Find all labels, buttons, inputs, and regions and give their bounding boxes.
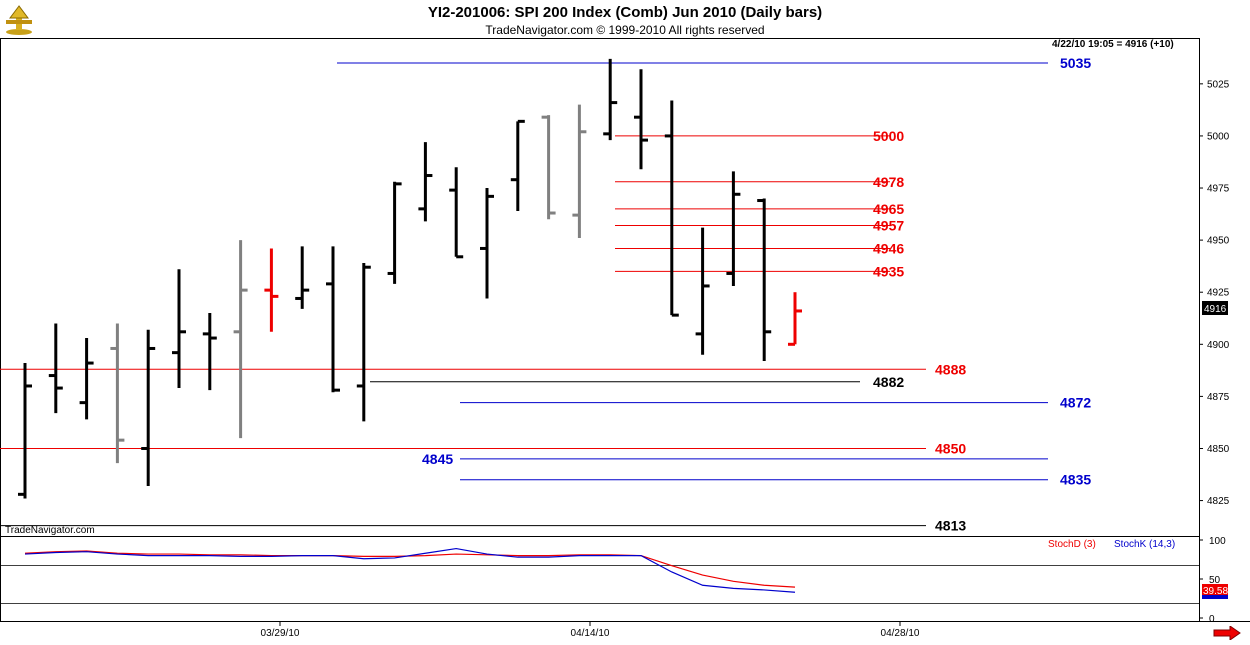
stoch-axis: 100 50 0 bbox=[1199, 536, 1226, 625]
stochd-legend: StochD (3) bbox=[1048, 539, 1096, 550]
level-label: 4835 bbox=[1060, 472, 1091, 488]
ohlc-bar bbox=[480, 188, 494, 299]
ohlc-bar bbox=[387, 181, 402, 284]
ohlc-bar bbox=[726, 171, 741, 286]
ohlc-bar bbox=[510, 119, 525, 211]
level-label: 4872 bbox=[1060, 395, 1091, 411]
date-axis: 03/29/10 04/14/10 04/28/10 bbox=[261, 621, 920, 639]
level-label: 4935 bbox=[873, 263, 904, 279]
ohlc-bar bbox=[356, 263, 371, 422]
level-label: 4957 bbox=[873, 218, 904, 234]
price-tick-label: 4925 bbox=[1207, 288, 1230, 299]
ohlc-bar bbox=[110, 323, 125, 464]
stoch-tick-label: 0 bbox=[1209, 614, 1215, 625]
price-tick-label: 4850 bbox=[1207, 444, 1230, 455]
date-tick-label: 03/29/10 bbox=[261, 628, 300, 639]
level-label: 4946 bbox=[873, 240, 904, 256]
stoch-value-label: 39.58 bbox=[1203, 586, 1228, 597]
stoch-panel-frame bbox=[0, 536, 1200, 622]
ohlc-bar bbox=[141, 329, 156, 486]
ohlc-bar bbox=[757, 198, 772, 361]
ohlc-bar bbox=[48, 323, 63, 414]
stochk-legend: StochK (14,3) bbox=[1114, 539, 1175, 550]
price-tick-label: 4875 bbox=[1207, 392, 1230, 403]
price-tick-label: 4975 bbox=[1207, 184, 1230, 195]
price-tick-label: 4900 bbox=[1207, 340, 1230, 351]
ohlc-bar bbox=[788, 292, 802, 346]
red-arrow-right-icon[interactable] bbox=[1212, 625, 1242, 641]
price-tick-label: 5025 bbox=[1207, 79, 1230, 90]
watermark: TradeNavigator.com bbox=[5, 525, 95, 536]
ohlc-bar bbox=[295, 246, 310, 309]
last-price-box bbox=[1202, 301, 1228, 315]
level-label: 5035 bbox=[1060, 55, 1091, 71]
stoch-tick-label: 50 bbox=[1209, 575, 1221, 586]
level-label: 4882 bbox=[873, 374, 904, 390]
price-tick-label: 4950 bbox=[1207, 236, 1230, 247]
level-label: 4850 bbox=[935, 440, 966, 456]
price-readout: 4/22/10 19:05 = 4916 (+10) bbox=[1052, 39, 1174, 50]
ohlc-bar bbox=[603, 58, 618, 141]
date-tick-label: 04/14/10 bbox=[571, 628, 610, 639]
ohlc-bar bbox=[541, 115, 556, 220]
date-tick-label: 04/28/10 bbox=[881, 628, 920, 639]
level-label: 4965 bbox=[873, 201, 904, 217]
stoch-value-underline bbox=[1202, 595, 1228, 599]
stoch-series-line bbox=[24, 547, 796, 593]
price-tick-label: 4825 bbox=[1207, 496, 1230, 507]
trade-navigator-logo-icon bbox=[4, 4, 34, 36]
level-label: 4888 bbox=[935, 361, 966, 377]
last-price-marker: 4916 bbox=[1202, 301, 1228, 315]
ohlc-bar bbox=[233, 240, 248, 439]
level-label: 4978 bbox=[873, 174, 904, 190]
stoch-series-line bbox=[24, 550, 796, 588]
ohlc-bar bbox=[264, 248, 279, 332]
price-axis: 5025 5000 4975 4950 4925 4900 4875 4850 4825 bbox=[1199, 79, 1230, 507]
ohlc-bar bbox=[695, 227, 710, 355]
ohlc-bar bbox=[202, 313, 217, 391]
stoch-tick-label: 100 bbox=[1209, 536, 1226, 547]
ohlc-bar bbox=[18, 363, 32, 499]
stoch-value-box bbox=[1202, 584, 1228, 598]
ohlc-bar bbox=[418, 142, 433, 222]
ohlc-bar bbox=[326, 246, 340, 393]
ohlc-bars bbox=[18, 58, 802, 499]
ohlc-bar bbox=[172, 269, 186, 389]
ohlc-bar bbox=[572, 104, 587, 239]
last-price-label: 4916 bbox=[1204, 304, 1227, 315]
price-tick-label: 5000 bbox=[1207, 131, 1230, 142]
ohlc-bar bbox=[79, 338, 94, 420]
level-label: 4813 bbox=[935, 518, 966, 534]
ohlc-bar bbox=[634, 69, 648, 170]
copyright-text: TradeNavigator.com © 1999-2010 All right… bbox=[485, 23, 765, 37]
ohlc-bar bbox=[449, 167, 464, 259]
stoch-lines bbox=[24, 547, 796, 593]
stoch-value-marker: 39.58 bbox=[1202, 584, 1228, 599]
level-label: 4845 bbox=[422, 451, 453, 467]
chart-title: YI2-201006: SPI 200 Index (Comb) Jun 201… bbox=[427, 4, 823, 21]
ohlc-bar bbox=[664, 100, 679, 317]
level-label: 5000 bbox=[873, 128, 904, 144]
